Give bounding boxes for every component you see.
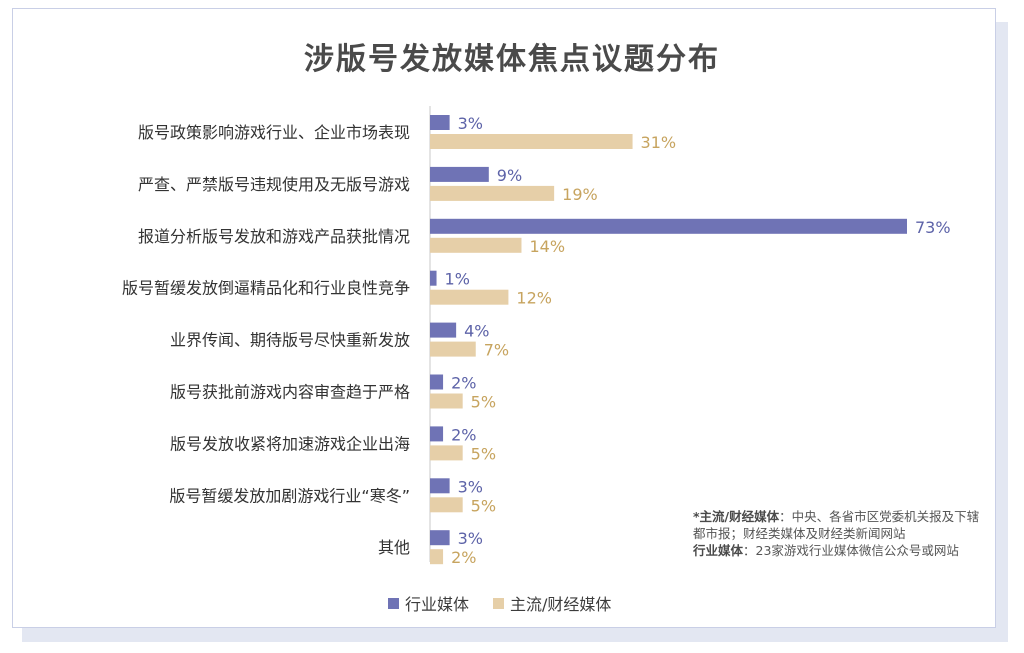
category-label: 版号获批前游戏内容审查趋于严格 [170, 383, 410, 402]
category-label: 报道分析版号发放和游戏产品获批情况 [138, 227, 410, 246]
footnote-text-industry: ：23家游戏行业媒体微信公众号或网站 [743, 543, 959, 558]
data-label-mainstream: 14% [529, 237, 565, 256]
bar-industry [430, 218, 907, 234]
category-label: 版号暂缓发放加剧游戏行业“寒冬” [169, 486, 410, 505]
bar-industry [430, 115, 450, 130]
chart-card [12, 8, 996, 628]
bar-mainstream [430, 289, 509, 305]
data-label-mainstream: 12% [516, 289, 552, 308]
bar-mainstream [430, 341, 476, 357]
footnote-label-industry: 行业媒体 [693, 543, 744, 558]
legend-swatch-industry [388, 597, 399, 609]
footnote-label-mainstream: *主流/财经媒体 [693, 509, 780, 524]
bar-industry [430, 322, 457, 338]
data-label-industry: 73% [915, 218, 951, 237]
data-label-industry: 2% [451, 374, 476, 393]
data-label-mainstream: 19% [562, 185, 598, 204]
data-label-industry: 3% [458, 477, 483, 496]
bar-mainstream [430, 549, 444, 565]
bar-mainstream [430, 497, 463, 513]
category-label: 其他 [378, 538, 410, 557]
data-label-industry: 4% [464, 322, 489, 341]
data-label-mainstream: 2% [451, 548, 476, 567]
data-label-industry: 2% [451, 425, 476, 444]
footnote-text-mainstream: ：中央、各省市区党委机关报及下辖都市报；财经类媒体及财经类新闻网站 [693, 509, 980, 541]
category-label: 版号发放收紧将加速游戏企业出海 [170, 434, 410, 453]
category-label: 版号暂缓发放倒逼精品化和行业良性竞争 [122, 279, 410, 298]
chart-legend: 行业媒体 主流/财经媒体 [388, 591, 635, 615]
category-label: 严查、严禁版号违规使用及无版号游戏 [138, 175, 410, 194]
data-label-mainstream: 5% [471, 393, 496, 412]
legend-item-mainstream: 主流/财经媒体 [493, 591, 611, 615]
bar-industry [430, 426, 444, 442]
chart-title: 涉版号发放媒体焦点议题分布 [304, 42, 720, 77]
data-label-mainstream: 5% [471, 496, 496, 515]
bar-mainstream [430, 237, 522, 253]
chart-footnote: *主流/财经媒体：中央、各省市区党委机关报及下辖都市报；财经类媒体及财经类新闻网… [693, 508, 983, 559]
data-label-industry: 1% [445, 270, 470, 289]
data-label-mainstream: 5% [471, 444, 496, 463]
bar-mainstream [430, 445, 463, 461]
data-label-industry: 3% [458, 114, 483, 133]
data-label-mainstream: 7% [484, 341, 509, 360]
data-label-industry: 9% [497, 166, 522, 185]
legend-label-mainstream: 主流/财经媒体 [510, 595, 612, 614]
category-label: 业界传闻、期待版号尽快重新发放 [170, 331, 410, 350]
bar-mainstream [430, 185, 555, 201]
bar-industry [430, 374, 444, 390]
bar-industry [430, 166, 489, 182]
bar-industry [430, 530, 450, 546]
legend-swatch-mainstream [493, 597, 505, 609]
legend-item-industry: 行业媒体 [388, 591, 469, 615]
data-label-mainstream: 31% [641, 133, 677, 152]
bar-mainstream [430, 393, 463, 409]
legend-label-industry: 行业媒体 [405, 595, 470, 614]
bar-industry [430, 270, 437, 286]
bar-mainstream [430, 134, 633, 149]
data-label-industry: 3% [458, 529, 483, 548]
bar-industry [430, 478, 450, 494]
category-label: 版号政策影响游戏行业、企业市场表现 [138, 123, 410, 142]
